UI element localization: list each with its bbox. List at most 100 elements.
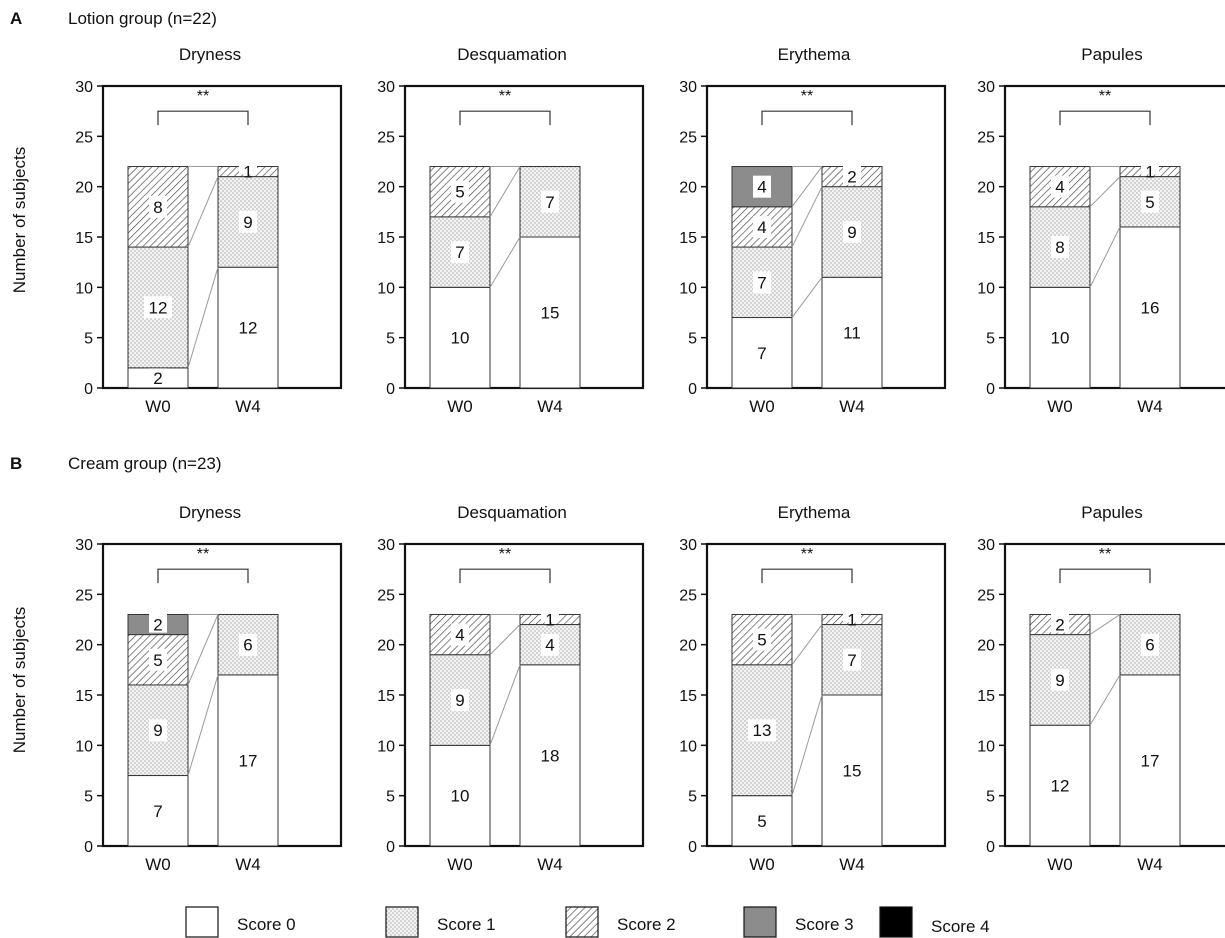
significance-bracket bbox=[459, 568, 551, 584]
y-tick-label: 25 bbox=[377, 587, 395, 604]
panel-b-title: Cream group (n=23) bbox=[68, 454, 222, 473]
chart-title: Erythema bbox=[778, 45, 851, 64]
segment-label-bg bbox=[451, 180, 469, 203]
connector-line bbox=[489, 166, 521, 218]
segment-value-label: 5 bbox=[153, 651, 162, 670]
segment-value-label: 7 bbox=[757, 344, 766, 363]
segment-label-bg bbox=[541, 190, 559, 213]
y-tick-label: 5 bbox=[688, 331, 697, 348]
segment-value-label: 9 bbox=[847, 223, 856, 242]
segment-label-bg bbox=[1046, 774, 1074, 797]
segment-label-bg bbox=[149, 719, 167, 742]
significance-marker: ** bbox=[499, 546, 511, 563]
bar-segment-w0-score1 bbox=[127, 684, 189, 777]
segment-label-bg bbox=[1136, 749, 1164, 772]
significance-marker: ** bbox=[197, 88, 209, 105]
segment-value-label: 12 bbox=[149, 298, 168, 317]
x-category-label: W0 bbox=[749, 397, 775, 416]
segment-label-bg bbox=[843, 220, 861, 243]
y-tick-label: 25 bbox=[679, 129, 697, 146]
segment-label-bg bbox=[838, 759, 866, 782]
x-category-label: W0 bbox=[145, 855, 171, 874]
connector-line bbox=[489, 624, 521, 656]
x-category-label: W0 bbox=[749, 855, 775, 874]
legend-label-score4: Score 4 bbox=[931, 917, 990, 936]
chart-title: Dryness bbox=[179, 503, 241, 522]
significance-bracket bbox=[157, 568, 249, 584]
y-tick-label: 0 bbox=[688, 839, 697, 856]
segment-value-label: 15 bbox=[541, 304, 560, 323]
segment-label-bg bbox=[149, 799, 167, 822]
y-tick-label: 15 bbox=[977, 230, 995, 247]
segment-value-label: 7 bbox=[545, 193, 554, 212]
connector-line bbox=[187, 614, 219, 686]
y-tick-label: 20 bbox=[75, 180, 93, 197]
y-tick-label: 20 bbox=[977, 180, 995, 197]
panel-b-y-axis-label: Number of subjects bbox=[10, 607, 29, 753]
segment-label-bg bbox=[753, 341, 771, 364]
segment-value-label: 2 bbox=[847, 168, 856, 187]
y-tick-label: 25 bbox=[75, 587, 93, 604]
segment-label-bg bbox=[144, 296, 172, 319]
y-tick-label: 5 bbox=[688, 789, 697, 806]
legend-swatch-score4 bbox=[879, 906, 913, 938]
y-tick-label: 30 bbox=[75, 537, 93, 554]
chart-title: Papules bbox=[1081, 45, 1142, 64]
panel-a-y-axis-label: Number of subjects bbox=[10, 147, 29, 293]
segment-value-label: 9 bbox=[153, 721, 162, 740]
chart-a-erythema: Erythema 0 5 10 15 20 25 30 7 7 4 4 W0 11 9 2 W4 ** bbox=[679, 45, 947, 416]
segment-value-label: 9 bbox=[455, 691, 464, 710]
connector-line bbox=[1089, 226, 1121, 288]
segment-label-bg bbox=[753, 215, 771, 238]
segment-value-label: 16 bbox=[1141, 298, 1160, 317]
segment-label-bg bbox=[1141, 633, 1159, 656]
significance-bracket bbox=[459, 110, 551, 126]
y-tick-label: 5 bbox=[386, 331, 395, 348]
segment-value-label: 12 bbox=[1051, 777, 1070, 796]
y-tick-label: 25 bbox=[977, 129, 995, 146]
connector-line bbox=[1089, 176, 1121, 208]
segment-value-label: 4 bbox=[757, 218, 766, 237]
chart-a-desquamation: Desquamation 0 5 10 15 20 25 30 10 7 5 W0 15 7 W4 ** bbox=[377, 45, 645, 416]
significance-marker: ** bbox=[1099, 546, 1111, 563]
connector-line bbox=[791, 166, 823, 208]
y-tick-label: 15 bbox=[75, 688, 93, 705]
y-tick-label: 0 bbox=[386, 839, 395, 856]
x-category-label: W4 bbox=[839, 397, 865, 416]
segment-value-label: 7 bbox=[153, 802, 162, 821]
y-tick-label: 15 bbox=[377, 688, 395, 705]
legend-label-score0: Score 0 bbox=[237, 915, 296, 934]
bar-segment-w0-score0 bbox=[127, 775, 189, 847]
segment-value-label: 4 bbox=[1055, 178, 1064, 197]
segment-label-bg bbox=[1141, 160, 1159, 175]
y-tick-label: 5 bbox=[84, 789, 93, 806]
segment-value-label: 1 bbox=[243, 163, 252, 182]
segment-value-label: 8 bbox=[153, 198, 162, 217]
chart-title: Papules bbox=[1081, 503, 1142, 522]
y-tick-label: 10 bbox=[977, 280, 995, 297]
x-category-label: W4 bbox=[537, 397, 563, 416]
segment-label-bg bbox=[451, 623, 469, 646]
segment-label-bg bbox=[753, 175, 771, 198]
y-tick-label: 5 bbox=[986, 331, 995, 348]
segment-value-label: 6 bbox=[243, 636, 252, 655]
significance-bracket bbox=[761, 568, 853, 584]
chart-title: Dryness bbox=[179, 45, 241, 64]
significance-bracket bbox=[1059, 568, 1151, 584]
significance-marker: ** bbox=[1099, 88, 1111, 105]
panel-b-letter: B bbox=[10, 454, 22, 473]
connector-line bbox=[187, 674, 219, 776]
segment-label-bg bbox=[234, 316, 262, 339]
segment-label-bg bbox=[451, 241, 469, 264]
y-tick-label: 15 bbox=[75, 230, 93, 247]
x-category-label: W0 bbox=[447, 855, 473, 874]
x-category-label: W0 bbox=[1047, 397, 1073, 416]
y-tick-label: 10 bbox=[75, 280, 93, 297]
x-category-label: W4 bbox=[235, 397, 261, 416]
significance-marker: ** bbox=[801, 88, 813, 105]
y-tick-label: 20 bbox=[977, 638, 995, 655]
segment-label-bg bbox=[446, 784, 474, 807]
segment-value-label: 5 bbox=[455, 183, 464, 202]
connector-line bbox=[791, 186, 823, 248]
